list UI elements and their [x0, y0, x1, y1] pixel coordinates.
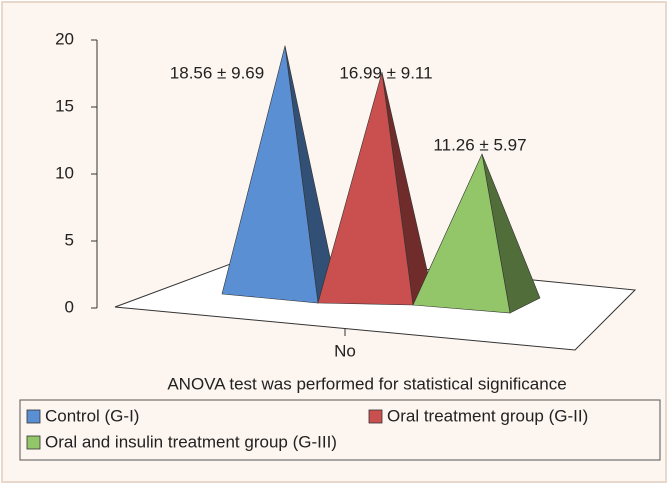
legend-label: Control (G-I)	[45, 406, 139, 425]
legend-box	[19, 399, 661, 461]
annotation: ANOVA test was performed for statistical…	[167, 374, 566, 393]
value-label: 16.99 ± 9.11	[339, 63, 432, 82]
pyramid-front	[317, 72, 414, 306]
pyramid-front	[412, 153, 511, 314]
value-label: 11.26 ± 5.97	[433, 135, 526, 154]
legend-swatch	[26, 409, 41, 424]
y-tick-label: 20	[55, 29, 74, 48]
y-tick-label: 15	[55, 96, 74, 115]
y-tick-label: 10	[55, 163, 74, 182]
y-tick-label: 0	[65, 297, 74, 316]
x-tick-label: No	[334, 341, 356, 360]
legend-label: Oral treatment group (G-II)	[387, 406, 588, 425]
legend-swatch	[26, 435, 41, 450]
value-label: 18.56 ± 9.69	[170, 63, 264, 82]
legend-label: Oral and insulin treatment group (G-III)	[45, 432, 337, 451]
legend-swatch	[368, 409, 383, 424]
pyramid-front	[221, 45, 319, 304]
y-tick-label: 5	[65, 230, 74, 249]
